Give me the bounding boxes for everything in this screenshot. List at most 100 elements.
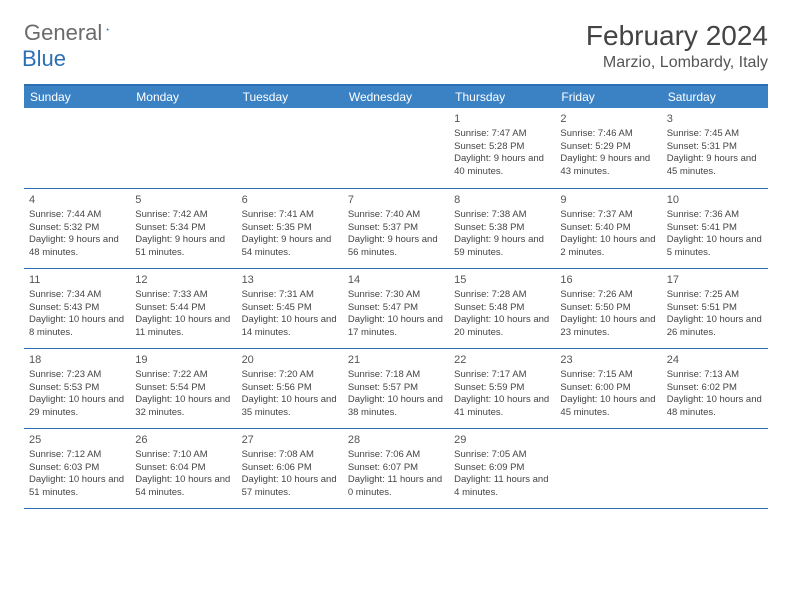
sunset-text: Sunset: 5:29 PM — [560, 141, 656, 154]
sunrise-text: Sunrise: 7:08 AM — [242, 449, 338, 462]
day-number: 4 — [29, 193, 125, 208]
day-number: 3 — [667, 112, 763, 127]
calendar-cell-empty — [130, 108, 236, 188]
daylight-text: Daylight: 11 hours and 4 minutes. — [454, 474, 550, 500]
calendar-cell: 17Sunrise: 7:25 AMSunset: 5:51 PMDayligh… — [662, 268, 768, 348]
calendar-cell: 8Sunrise: 7:38 AMSunset: 5:38 PMDaylight… — [449, 188, 555, 268]
sunset-text: Sunset: 5:56 PM — [242, 382, 338, 395]
daylight-text: Daylight: 10 hours and 14 minutes. — [242, 314, 338, 340]
day-number: 25 — [29, 433, 125, 448]
sunrise-text: Sunrise: 7:45 AM — [667, 128, 763, 141]
calendar-cell: 5Sunrise: 7:42 AMSunset: 5:34 PMDaylight… — [130, 188, 236, 268]
day-number: 23 — [560, 353, 656, 368]
sunset-text: Sunset: 5:32 PM — [29, 222, 125, 235]
sunset-text: Sunset: 5:43 PM — [29, 302, 125, 315]
sunrise-text: Sunrise: 7:33 AM — [135, 289, 231, 302]
day-number: 24 — [667, 353, 763, 368]
sunrise-text: Sunrise: 7:44 AM — [29, 209, 125, 222]
calendar-cell: 11Sunrise: 7:34 AMSunset: 5:43 PMDayligh… — [24, 268, 130, 348]
day-number: 20 — [242, 353, 338, 368]
daylight-text: Daylight: 9 hours and 48 minutes. — [29, 234, 125, 260]
calendar-cell: 7Sunrise: 7:40 AMSunset: 5:37 PMDaylight… — [343, 188, 449, 268]
sunset-text: Sunset: 5:34 PM — [135, 222, 231, 235]
sunrise-text: Sunrise: 7:37 AM — [560, 209, 656, 222]
sunset-text: Sunset: 5:28 PM — [454, 141, 550, 154]
calendar-cell: 24Sunrise: 7:13 AMSunset: 6:02 PMDayligh… — [662, 348, 768, 428]
calendar-grid: 1Sunrise: 7:47 AMSunset: 5:28 PMDaylight… — [24, 108, 768, 508]
calendar-cell: 13Sunrise: 7:31 AMSunset: 5:45 PMDayligh… — [237, 268, 343, 348]
header: General February 2024 Marzio, Lombardy, … — [24, 20, 768, 72]
sunrise-text: Sunrise: 7:15 AM — [560, 369, 656, 382]
calendar-cell: 16Sunrise: 7:26 AMSunset: 5:50 PMDayligh… — [555, 268, 661, 348]
sunrise-text: Sunrise: 7:12 AM — [29, 449, 125, 462]
calendar-cell: 12Sunrise: 7:33 AMSunset: 5:44 PMDayligh… — [130, 268, 236, 348]
sunrise-text: Sunrise: 7:17 AM — [454, 369, 550, 382]
sunset-text: Sunset: 6:07 PM — [348, 462, 444, 475]
weekday-wed: Wednesday — [343, 90, 449, 104]
calendar-cell: 28Sunrise: 7:06 AMSunset: 6:07 PMDayligh… — [343, 428, 449, 508]
logo-word2: Blue — [22, 46, 66, 72]
calendar-cell: 29Sunrise: 7:05 AMSunset: 6:09 PMDayligh… — [449, 428, 555, 508]
daylight-text: Daylight: 10 hours and 32 minutes. — [135, 394, 231, 420]
sunset-text: Sunset: 5:37 PM — [348, 222, 444, 235]
sunrise-text: Sunrise: 7:28 AM — [454, 289, 550, 302]
logo-triangle-icon — [106, 20, 110, 38]
location: Marzio, Lombardy, Italy — [586, 54, 768, 72]
logo-word1: General — [24, 20, 102, 46]
day-number: 26 — [135, 433, 231, 448]
sunrise-text: Sunrise: 7:30 AM — [348, 289, 444, 302]
sunset-text: Sunset: 5:54 PM — [135, 382, 231, 395]
day-number: 13 — [242, 273, 338, 288]
sunset-text: Sunset: 5:35 PM — [242, 222, 338, 235]
sunrise-text: Sunrise: 7:36 AM — [667, 209, 763, 222]
calendar-cell: 25Sunrise: 7:12 AMSunset: 6:03 PMDayligh… — [24, 428, 130, 508]
calendar-cell: 2Sunrise: 7:46 AMSunset: 5:29 PMDaylight… — [555, 108, 661, 188]
sunset-text: Sunset: 6:03 PM — [29, 462, 125, 475]
daylight-text: Daylight: 9 hours and 51 minutes. — [135, 234, 231, 260]
day-number: 10 — [667, 193, 763, 208]
calendar-cell: 21Sunrise: 7:18 AMSunset: 5:57 PMDayligh… — [343, 348, 449, 428]
sunrise-text: Sunrise: 7:41 AM — [242, 209, 338, 222]
day-number: 19 — [135, 353, 231, 368]
sunset-text: Sunset: 6:02 PM — [667, 382, 763, 395]
sunset-text: Sunset: 5:38 PM — [454, 222, 550, 235]
daylight-text: Daylight: 10 hours and 51 minutes. — [29, 474, 125, 500]
sunrise-text: Sunrise: 7:34 AM — [29, 289, 125, 302]
sunrise-text: Sunrise: 7:23 AM — [29, 369, 125, 382]
sunset-text: Sunset: 6:09 PM — [454, 462, 550, 475]
sunset-text: Sunset: 6:00 PM — [560, 382, 656, 395]
sunrise-text: Sunrise: 7:46 AM — [560, 128, 656, 141]
calendar-cell: 14Sunrise: 7:30 AMSunset: 5:47 PMDayligh… — [343, 268, 449, 348]
sunrise-text: Sunrise: 7:13 AM — [667, 369, 763, 382]
sunset-text: Sunset: 5:57 PM — [348, 382, 444, 395]
sunset-text: Sunset: 6:04 PM — [135, 462, 231, 475]
day-number: 27 — [242, 433, 338, 448]
daylight-text: Daylight: 10 hours and 57 minutes. — [242, 474, 338, 500]
weekday-header: Sunday Monday Tuesday Wednesday Thursday… — [24, 84, 768, 108]
day-number: 28 — [348, 433, 444, 448]
sunrise-text: Sunrise: 7:26 AM — [560, 289, 656, 302]
daylight-text: Daylight: 10 hours and 54 minutes. — [135, 474, 231, 500]
page-title: February 2024 — [586, 20, 768, 52]
day-number: 21 — [348, 353, 444, 368]
sunrise-text: Sunrise: 7:05 AM — [454, 449, 550, 462]
daylight-text: Daylight: 10 hours and 23 minutes. — [560, 314, 656, 340]
daylight-text: Daylight: 9 hours and 56 minutes. — [348, 234, 444, 260]
day-number: 1 — [454, 112, 550, 127]
sunrise-text: Sunrise: 7:10 AM — [135, 449, 231, 462]
sunset-text: Sunset: 5:48 PM — [454, 302, 550, 315]
calendar-cell: 26Sunrise: 7:10 AMSunset: 6:04 PMDayligh… — [130, 428, 236, 508]
day-number: 12 — [135, 273, 231, 288]
sunrise-text: Sunrise: 7:18 AM — [348, 369, 444, 382]
day-number: 14 — [348, 273, 444, 288]
sunset-text: Sunset: 5:51 PM — [667, 302, 763, 315]
daylight-text: Daylight: 10 hours and 5 minutes. — [667, 234, 763, 260]
weekday-fri: Friday — [555, 90, 661, 104]
sunrise-text: Sunrise: 7:42 AM — [135, 209, 231, 222]
daylight-text: Daylight: 9 hours and 45 minutes. — [667, 153, 763, 179]
daylight-text: Daylight: 10 hours and 11 minutes. — [135, 314, 231, 340]
day-number: 22 — [454, 353, 550, 368]
sunset-text: Sunset: 5:45 PM — [242, 302, 338, 315]
sunrise-text: Sunrise: 7:20 AM — [242, 369, 338, 382]
daylight-text: Daylight: 10 hours and 41 minutes. — [454, 394, 550, 420]
